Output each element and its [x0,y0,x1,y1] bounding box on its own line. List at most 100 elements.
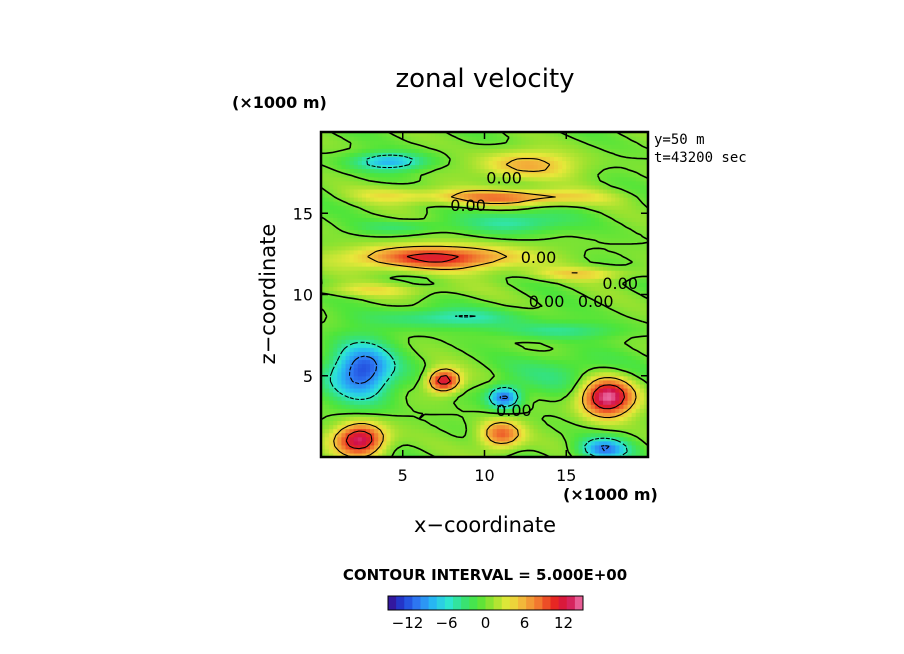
heatmap-cell [382,249,387,255]
heatmap-cell [390,396,396,401]
heatmap-cell [443,351,449,357]
heatmap-cell [459,363,465,369]
heatmap-cell [472,262,477,267]
heatmap-cell [337,262,343,267]
heatmap-cell [541,266,547,271]
heatmap-cell [431,306,437,312]
heatmap-cell [525,452,531,457]
heatmap-cell [398,201,404,206]
heatmap-cell [464,233,469,239]
heatmap-cell [517,270,522,275]
heatmap-cell [562,197,567,202]
heatmap-cell [386,241,392,247]
heatmap-cell [488,347,494,352]
heatmap-cell [357,237,363,243]
heatmap-cell [553,172,559,178]
heatmap-cell [353,136,359,141]
heatmap-cell [435,229,441,235]
heatmap-cell [549,282,555,287]
heatmap-cell [468,424,473,430]
heatmap-cell [549,213,555,218]
heatmap-cell [451,347,457,352]
heatmap-cell [402,201,408,206]
heatmap-cell [410,314,416,320]
heatmap-cell [349,237,355,243]
heatmap-cell [439,444,445,450]
heatmap-cell [398,197,404,202]
heatmap-cell [529,192,535,198]
heatmap-cell [509,318,514,324]
heatmap-cell [492,168,498,174]
heatmap-cell [464,404,469,409]
heatmap-cell [476,408,482,413]
heatmap-cell [525,205,531,210]
heatmap-cell [500,379,506,385]
heatmap-cell [415,306,420,312]
heatmap-cell [427,298,432,304]
heatmap-cell [459,387,465,393]
heatmap-cell [394,392,400,397]
heatmap-cell [357,396,363,401]
heatmap-cell [378,136,383,141]
heatmap-cell [382,274,387,279]
heatmap-cell [402,221,408,227]
heatmap-cell [504,136,510,141]
heatmap-cell [386,188,392,194]
heatmap-cell [504,436,510,442]
heatmap-cell [341,408,347,413]
heatmap-cell [341,436,347,442]
heatmap-cell [439,253,445,259]
heatmap-cell [545,310,551,316]
heatmap-cell [410,270,416,275]
heatmap-cell [468,192,473,198]
heatmap-cell [529,408,535,413]
heatmap-cell [558,286,563,292]
heatmap-cell [321,379,326,385]
heatmap-cell [513,176,518,182]
heatmap-cell [517,379,522,385]
heatmap-cell [349,359,355,365]
heatmap-cell [472,379,477,385]
heatmap-cell [321,363,326,369]
heatmap-cell [488,371,494,377]
heatmap-cell [529,184,535,190]
heatmap-cell [504,290,510,296]
heatmap-cell [464,237,469,243]
heatmap-cell [496,192,502,198]
heatmap-cell [476,327,482,332]
heatmap-cell [398,335,404,340]
heatmap-cell [545,408,551,413]
heatmap-cell [464,343,469,348]
heatmap-cell [390,140,396,145]
heatmap-cell [345,400,351,405]
heatmap-cell [435,274,441,279]
heatmap-cell [415,314,420,320]
heatmap-cell [488,274,494,279]
heatmap-cell [558,351,563,357]
heatmap-cell [435,432,441,438]
heatmap-cell [525,371,531,377]
heatmap-cell [333,327,338,332]
heatmap-cell [365,192,371,198]
heatmap-cell [337,359,343,365]
heatmap-cell [480,180,486,186]
heatmap-cell [333,201,338,206]
heatmap-cell [386,379,392,385]
heatmap-cell [558,367,563,373]
heatmap-cell [537,217,543,222]
heatmap-cell [570,172,576,178]
heatmap-cell [541,213,547,218]
heatmap-cell [496,327,502,332]
heatmap-cell [541,298,547,304]
heatmap-cell [537,359,543,365]
heatmap-cell [410,355,416,361]
heatmap-cell [329,253,334,259]
heatmap-cell [484,327,490,332]
heatmap-cell [468,436,473,442]
heatmap-cell [459,257,465,263]
heatmap-cell [382,331,387,336]
heatmap-cell [447,424,453,430]
heatmap-cell [325,428,330,434]
heatmap-cell [345,253,351,259]
heatmap-cell [553,355,559,361]
